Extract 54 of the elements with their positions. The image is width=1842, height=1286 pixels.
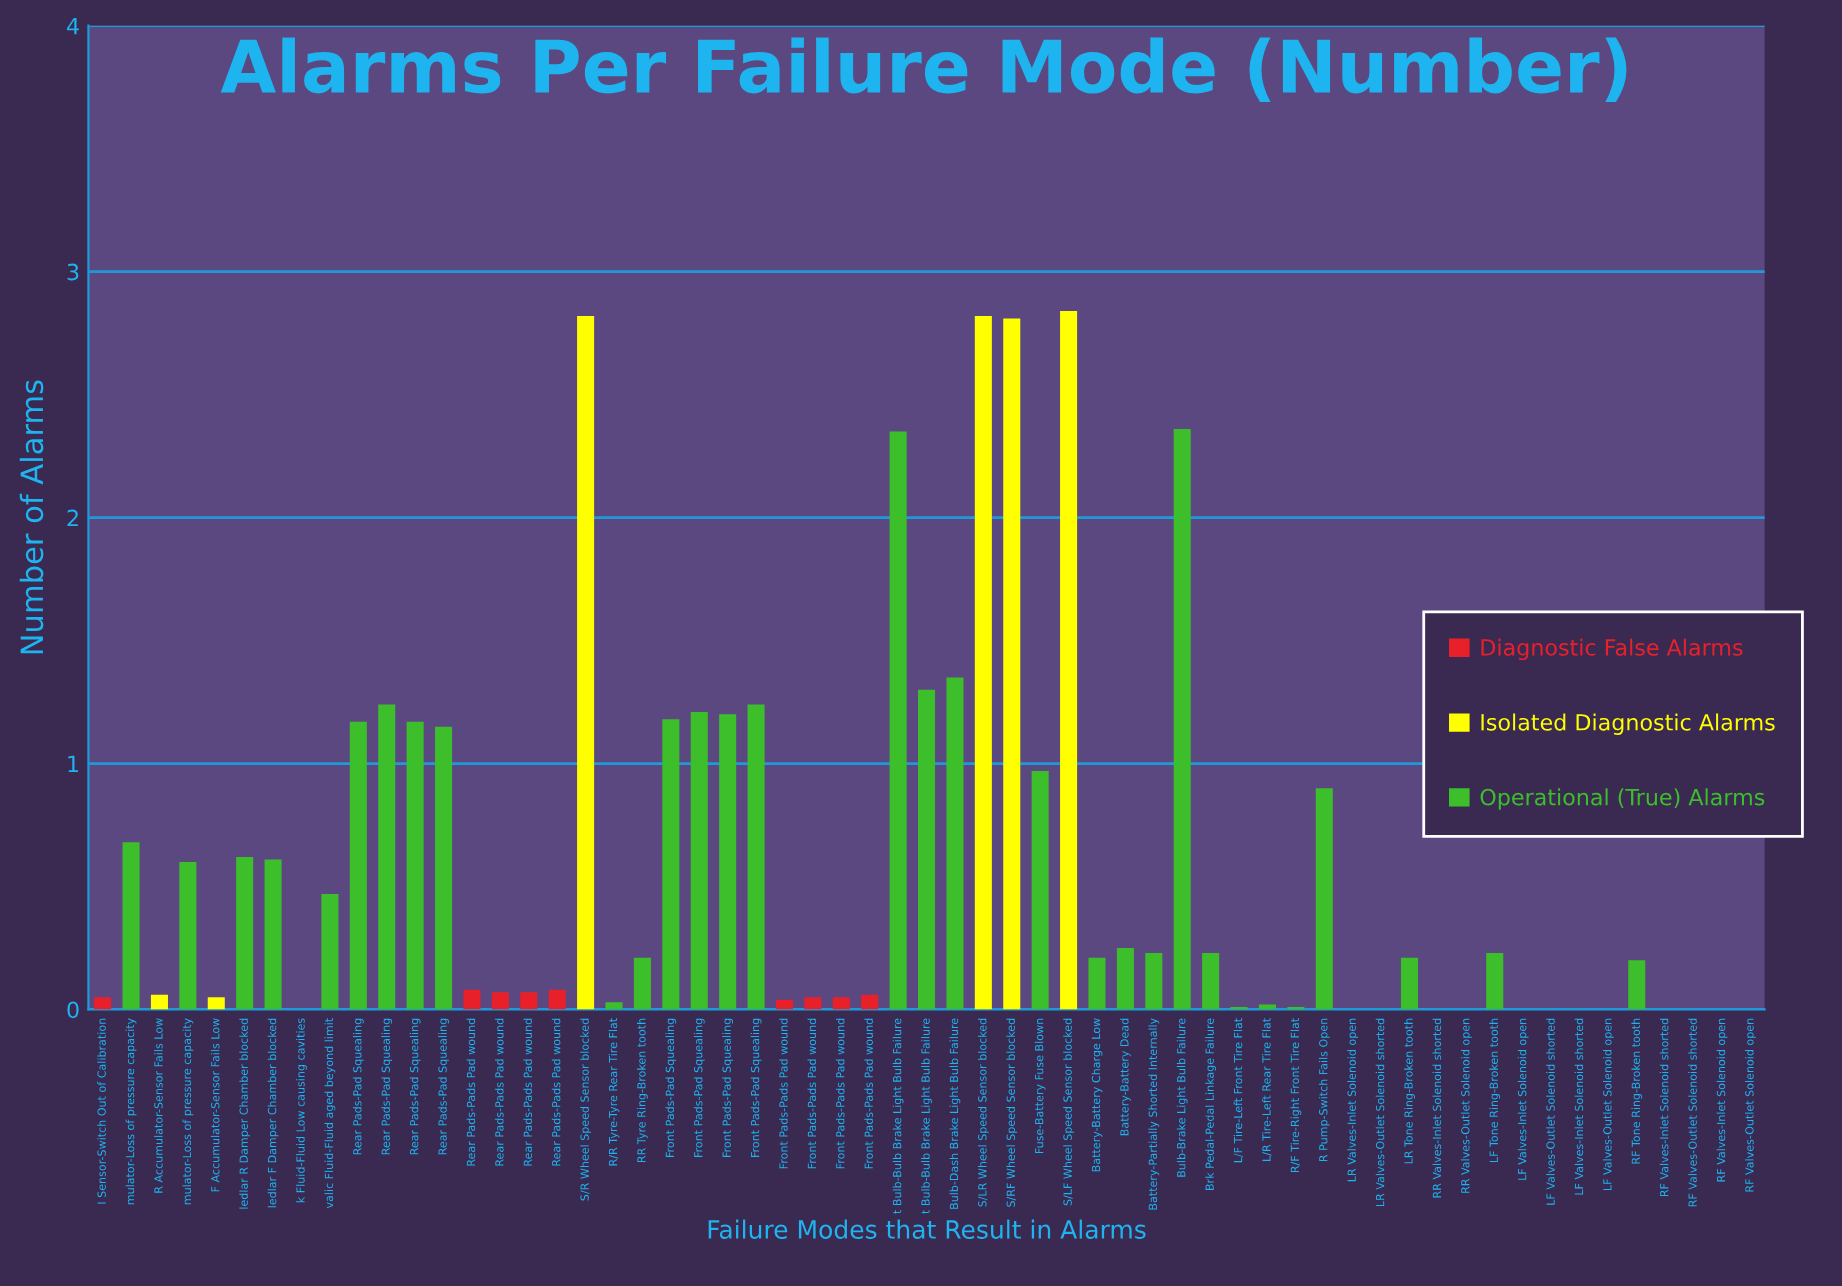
bar	[633, 957, 651, 1010]
bar	[94, 997, 112, 1010]
bar	[719, 714, 737, 1010]
bar	[1145, 952, 1163, 1010]
bar	[1116, 948, 1134, 1010]
bar	[1173, 429, 1191, 1010]
bar	[236, 857, 254, 1010]
bar	[1400, 957, 1419, 1010]
y-tick-label: 2	[67, 509, 78, 527]
bar	[804, 997, 822, 1010]
bar	[321, 893, 339, 1010]
legend-label: Isolated Diagnostic Alarms	[1481, 713, 1775, 735]
bar	[264, 859, 282, 1010]
bar	[1315, 788, 1333, 1010]
bar	[1003, 318, 1021, 1010]
bar	[1031, 770, 1049, 1010]
x-axis-title: Failure Modes that Result in Alarms	[708, 1219, 1146, 1239]
bar	[1628, 960, 1646, 1010]
bar	[378, 704, 396, 1010]
bar	[775, 999, 793, 1010]
bar	[1060, 311, 1078, 1010]
y-tick-label: 1	[68, 755, 79, 773]
bar	[150, 994, 168, 1010]
bar	[974, 315, 992, 1010]
bar	[861, 994, 879, 1010]
bar	[832, 997, 850, 1010]
bar	[207, 997, 225, 1010]
y-tick-label: 3	[67, 263, 79, 281]
bar	[435, 726, 453, 1010]
bar	[491, 992, 509, 1010]
bar	[747, 704, 765, 1010]
bar	[463, 989, 481, 1010]
legend-label: Operational (True) Alarms	[1480, 788, 1765, 810]
bar	[946, 677, 964, 1010]
legend-label: Diagnostic False Alarms	[1481, 638, 1743, 661]
bar	[1202, 952, 1220, 1010]
bar	[122, 842, 140, 1010]
bar	[662, 719, 680, 1010]
bar	[690, 711, 708, 1010]
bar	[349, 721, 367, 1010]
bar	[889, 431, 907, 1010]
bar	[406, 721, 424, 1010]
bar	[918, 689, 936, 1010]
bar	[179, 861, 197, 1010]
y-tick-label: 0	[67, 1001, 79, 1019]
bar	[548, 989, 566, 1010]
bar	[1486, 952, 1504, 1010]
chart-title: Alarms Per Failure Mode (Number)	[220, 37, 1627, 102]
bar	[520, 992, 538, 1010]
y-tick-label: 4	[67, 17, 79, 35]
bar	[1088, 957, 1106, 1010]
y-axis-title: Number of Alarms	[19, 380, 44, 654]
bar	[577, 315, 595, 1010]
bar	[605, 1002, 623, 1010]
